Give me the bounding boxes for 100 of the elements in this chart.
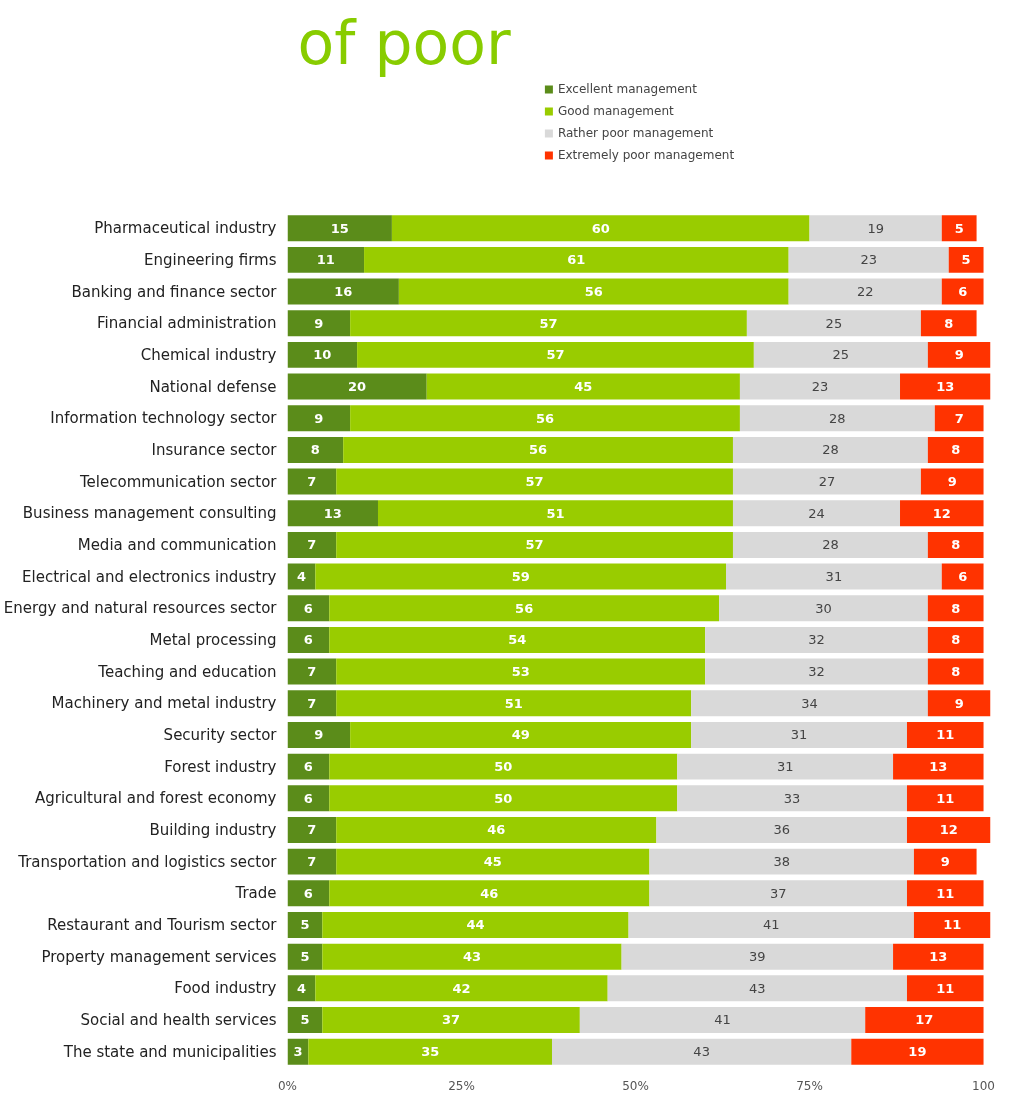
y-tick-label: Electrical and electronics industry	[22, 567, 277, 586]
bar	[920, 468, 984, 495]
data-label: 42	[452, 980, 471, 996]
data-label: 37	[442, 1012, 461, 1028]
bar	[287, 816, 337, 843]
data-label: 19	[867, 220, 884, 236]
data-label: 6	[303, 759, 313, 775]
bar	[719, 595, 928, 622]
bar	[893, 753, 984, 780]
data-label: 7	[307, 537, 317, 553]
bar	[287, 785, 330, 812]
bar	[920, 310, 977, 337]
bar	[287, 531, 337, 558]
bar	[287, 341, 358, 368]
bar	[329, 626, 706, 653]
bar	[287, 943, 323, 970]
data-label: 11	[936, 885, 955, 901]
data-label: 60	[591, 220, 610, 236]
bar	[900, 500, 984, 527]
bar	[287, 848, 337, 875]
bar	[893, 943, 984, 970]
bar	[322, 911, 629, 938]
y-tick-label: Property management services	[41, 947, 277, 966]
bar	[906, 975, 984, 1002]
bar	[913, 911, 991, 938]
y-tick-label: The state and municipalities	[62, 1042, 277, 1061]
data-label: 9	[314, 727, 324, 743]
x-tick-label: 25%	[448, 1078, 475, 1093]
data-label: 45	[483, 854, 502, 870]
legend-label: Good management	[557, 104, 674, 118]
data-label: 6	[303, 632, 313, 648]
bar	[329, 753, 678, 780]
data-label: 5	[300, 949, 310, 965]
bar	[336, 468, 733, 495]
data-label: 32	[808, 664, 825, 680]
bar	[364, 246, 789, 273]
bar	[628, 911, 914, 938]
data-label: 12	[939, 822, 958, 838]
bar	[941, 278, 984, 305]
data-label: 35	[421, 1044, 440, 1060]
bar	[927, 690, 991, 717]
bar	[739, 373, 901, 400]
data-label: 6	[958, 284, 968, 300]
data-label: 8	[951, 442, 961, 458]
data-label: 11	[936, 727, 955, 743]
bar	[788, 278, 942, 305]
bar	[329, 785, 678, 812]
data-label: 56	[535, 410, 555, 426]
y-tick-label: Forest industry	[164, 757, 277, 776]
bar	[656, 816, 907, 843]
data-label: 50	[494, 790, 513, 806]
data-label: 24	[808, 505, 825, 521]
data-label: 37	[769, 885, 787, 901]
y-tick-label: Transportation and logistics sector	[17, 852, 278, 871]
data-label: 57	[539, 315, 558, 331]
y-tick-label: Machinery and metal industry	[51, 694, 277, 713]
data-label: 34	[801, 695, 818, 711]
bar	[900, 373, 991, 400]
data-label: 59	[511, 569, 530, 585]
bar	[322, 1007, 580, 1033]
data-label: 6	[958, 569, 968, 585]
data-label: 46	[480, 885, 499, 901]
y-tick-label: Teaching and education	[97, 662, 277, 681]
bar	[287, 405, 351, 432]
y-tick-label: Metal processing	[149, 630, 277, 649]
data-label: 23	[811, 379, 829, 395]
y-tick-label: Insurance sector	[151, 440, 278, 459]
y-tick-label: Food industry	[174, 979, 277, 998]
bar	[336, 658, 706, 685]
data-label: 41	[714, 1012, 731, 1028]
data-label: 3	[293, 1044, 303, 1060]
data-label: 19	[908, 1044, 927, 1060]
data-label: 10	[313, 347, 332, 363]
y-tick-label: Social and health services	[80, 1010, 277, 1029]
bar	[677, 785, 907, 812]
y-tick-label: Banking and finance sector	[71, 282, 278, 301]
y-tick-label: Engineering firms	[143, 250, 277, 269]
data-label: 20	[348, 379, 367, 395]
bar	[927, 341, 991, 368]
legend-label: Rather poor management	[557, 126, 714, 140]
bar	[391, 215, 810, 242]
data-label: 51	[504, 695, 523, 711]
data-label: 9	[314, 315, 324, 331]
data-label: 5	[300, 917, 310, 933]
bar	[906, 721, 984, 748]
bar	[287, 658, 337, 685]
data-label: 8	[951, 600, 961, 616]
bar	[350, 405, 740, 432]
bar	[287, 373, 427, 400]
bar	[287, 246, 365, 273]
y-tick-label: Media and communication	[77, 535, 277, 554]
data-label: 28	[829, 410, 846, 426]
bar	[287, 721, 351, 748]
bar	[705, 626, 928, 653]
bar	[287, 278, 399, 305]
bar	[552, 1038, 852, 1065]
y-tick-label: Chemical industry	[140, 345, 277, 364]
legend-label: Excellent management	[557, 82, 697, 96]
bar	[927, 595, 984, 622]
data-label: 22	[856, 284, 874, 300]
